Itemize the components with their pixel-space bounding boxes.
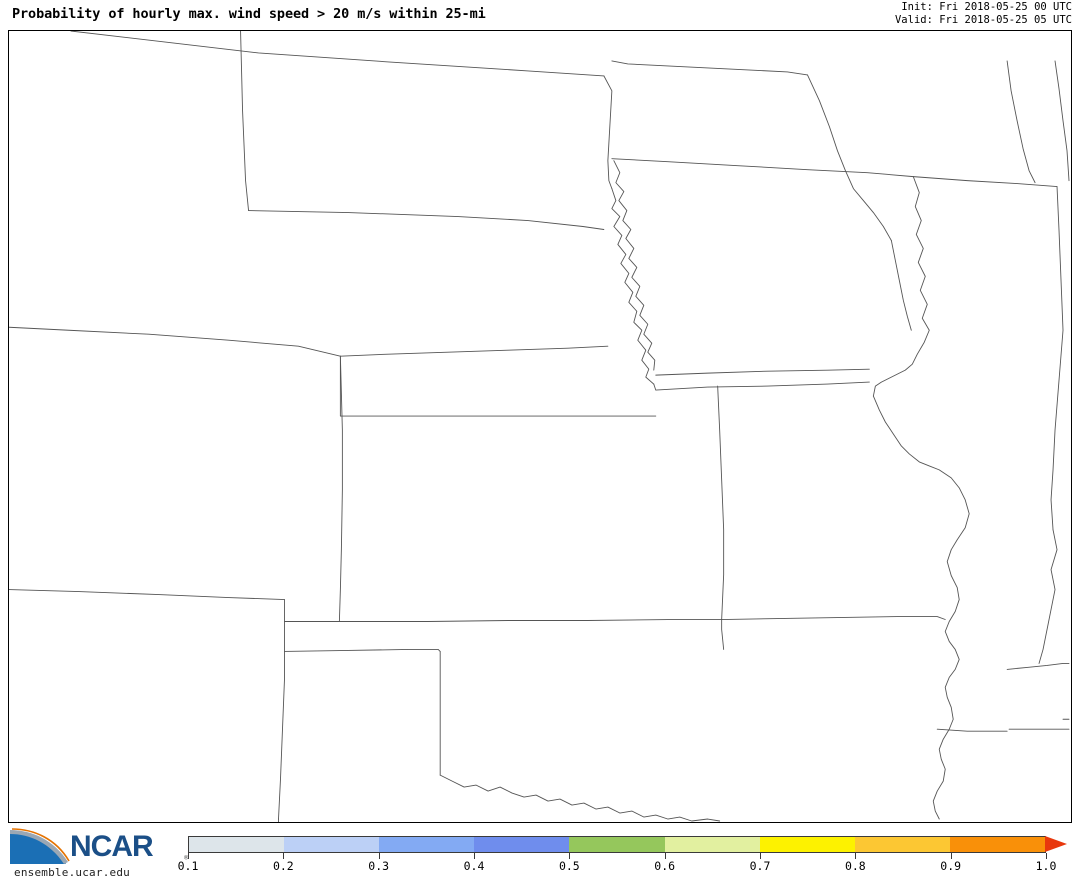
ncar-url-label[interactable]: ensemble.ucar.edu <box>14 866 130 879</box>
plot-footer: NCAR ensemble.ucar.edu ® 0.1 0.2 0.3 0.4 0.5… <box>0 823 1080 887</box>
colorbar-tick-label-8: 0.9 <box>940 859 962 873</box>
colorbar-tick-8 <box>950 853 952 859</box>
colorbar-band-6 <box>759 837 855 852</box>
valid-time-label: Valid: Fri 2018-05-25 05 UTC <box>894 13 1072 26</box>
colorbar-tick-label-1: 0.2 <box>272 859 294 873</box>
colorbar-tick-label-9: 1.0 <box>1035 859 1057 873</box>
probability-colorbar[interactable]: 0.1 0.2 0.3 0.4 0.5 0.6 0.7 0.8 0.9 1.0 <box>178 835 1072 884</box>
colorbar-band-8 <box>949 837 1045 852</box>
colorbar-extend-arrow <box>1045 836 1067 852</box>
colorbar-tick-2 <box>378 853 380 859</box>
colorbar-tick-label-0: 0.1 <box>177 859 199 873</box>
colorbar-tick-9 <box>1046 853 1047 859</box>
plot-header: Probability of hourly max. wind speed > … <box>0 0 1080 30</box>
colorbar-band-2 <box>379 837 475 852</box>
colorbar-tick-label-4: 0.5 <box>558 859 580 873</box>
colorbar-band-5 <box>664 837 760 852</box>
colorbar-tick-label-2: 0.3 <box>368 859 390 873</box>
map-panel[interactable] <box>8 30 1072 823</box>
colorbar-tick-5 <box>664 853 666 859</box>
registered-trademark-icon: ® <box>184 854 189 862</box>
colorbar-tick-label-7: 0.8 <box>844 859 866 873</box>
ncar-logo[interactable]: NCAR ensemble.ucar.edu ® <box>8 828 188 882</box>
page-title: Probability of hourly max. wind speed > … <box>12 6 486 22</box>
colorbar-tick-0 <box>188 853 189 859</box>
colorbar-tick-3 <box>474 853 475 859</box>
colorbar-tick-label-3: 0.4 <box>463 859 485 873</box>
colorbar-band-0 <box>189 837 285 852</box>
colorbar-tick-1 <box>283 853 285 859</box>
init-time-label: Init: Fri 2018-05-25 00 UTC <box>901 1 1072 13</box>
colorbar-tick-label-6: 0.7 <box>749 859 771 873</box>
ncar-wordmark: NCAR <box>70 830 154 863</box>
colorbar-tick-4 <box>569 853 571 859</box>
colorbar-band-3 <box>474 837 570 852</box>
colorbar-gradient[interactable] <box>188 836 1046 853</box>
colorbar-tick-7 <box>855 853 857 859</box>
colorbar-tick-6 <box>760 853 761 859</box>
forecast-time-block: Init: Fri 2018-05-25 00 UTC Valid: Fri 2… <box>895 1 1072 26</box>
ncar-logo-mark <box>10 828 70 864</box>
state-boundaries-map <box>9 31 1070 822</box>
colorbar-band-4 <box>569 837 665 852</box>
colorbar-band-1 <box>284 837 380 852</box>
colorbar-band-7 <box>854 837 950 852</box>
colorbar-tick-label-5: 0.6 <box>654 859 676 873</box>
